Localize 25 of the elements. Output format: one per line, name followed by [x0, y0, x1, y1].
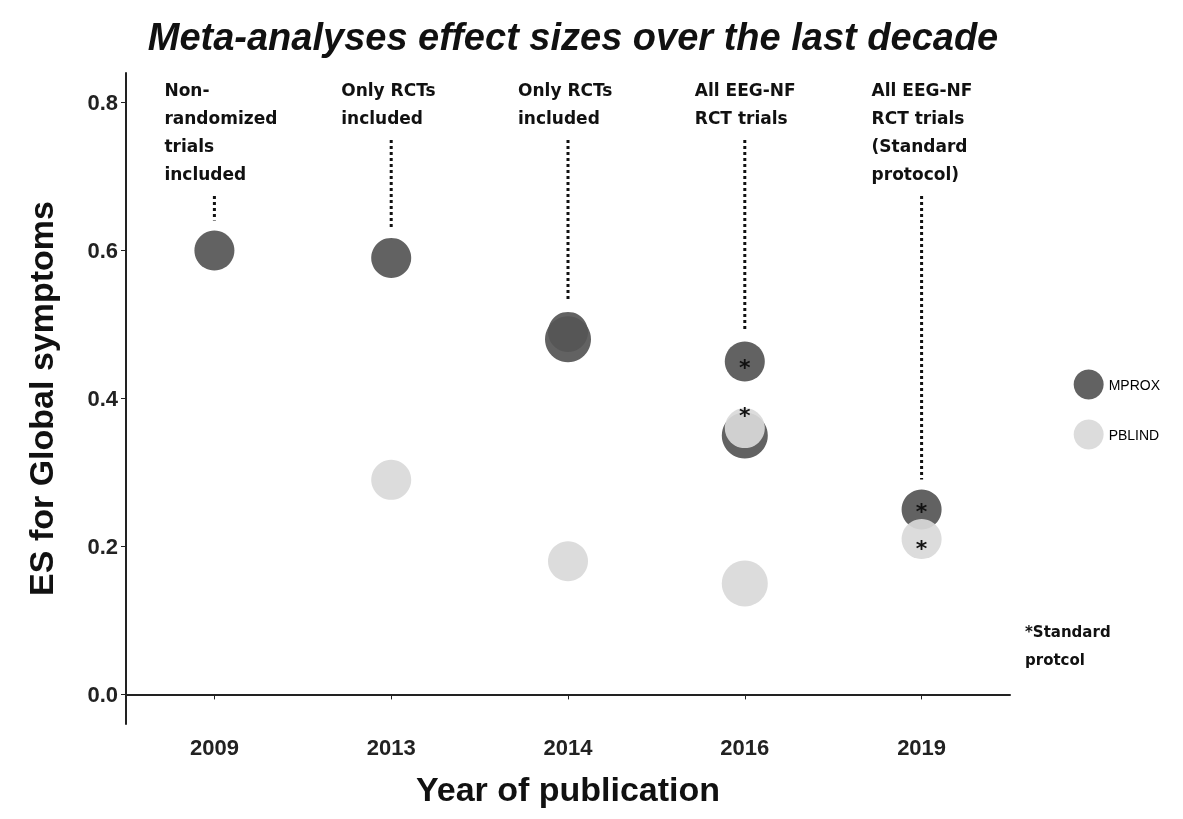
legend-label: MPROX [1108, 376, 1161, 393]
annotation: All EEG-NF RCT trials [694, 80, 796, 128]
x-tick-label: 2009 [189, 734, 239, 760]
x-tick-label: 2019 [897, 734, 947, 760]
annotation: Only RCTs included [341, 80, 436, 128]
x-tick-label: 2014 [543, 734, 594, 760]
annotation: Only RCTs included [518, 80, 613, 128]
y-tick-label: 0.2 [87, 533, 118, 559]
annotation: * [739, 355, 752, 381]
y-tick-label: 0.0 [87, 681, 118, 707]
x-axis-title: Year of publication [415, 770, 721, 808]
annotation: * [915, 499, 928, 525]
y-tick-label: 0.4 [87, 386, 119, 411]
annotation: Non- randomized trials included [164, 80, 278, 184]
x-tick-label: 2013 [366, 734, 416, 760]
annotation: All EEG-NF RCT trials (Standard protocol) [871, 80, 973, 184]
y-tick-label: 0.6 [87, 238, 118, 264]
annotation: * [915, 536, 928, 562]
text: *Standard protcol [1025, 623, 1116, 669]
legend-label: PBLIND [1108, 426, 1160, 443]
annotation: * [739, 403, 752, 429]
y-tick-label: 0.8 [87, 90, 118, 116]
chart-title: Meta-analyses effect sizes over the last decade [147, 16, 999, 58]
x-tick-label: 2016 [720, 734, 770, 760]
y-axis-title: ES for Global symptoms [22, 201, 60, 596]
